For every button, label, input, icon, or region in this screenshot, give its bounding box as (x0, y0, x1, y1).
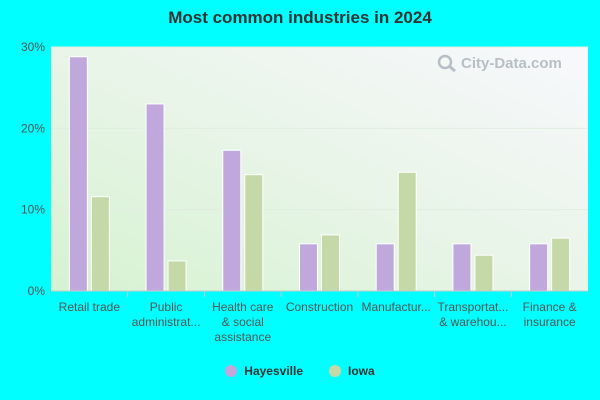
watermark-text: City-Data.com (461, 54, 562, 72)
legend-item-iowa: Iowa (329, 364, 375, 378)
bar-hayesville (145, 103, 165, 292)
bar-iowa (551, 237, 571, 292)
plot-background (51, 47, 588, 291)
bar-iowa (474, 254, 494, 292)
legend: Hayesville Iowa (0, 364, 600, 378)
bar-hayesville (299, 243, 318, 292)
x-category-label: Public administrat... (132, 300, 201, 329)
legend-swatch-hayesville (225, 365, 238, 377)
bar-iowa (167, 260, 187, 292)
bar-iowa (244, 174, 264, 292)
bar-iowa (90, 196, 110, 292)
legend-label-iowa: Iowa (348, 364, 375, 378)
y-tick-label: 30% (21, 40, 45, 54)
watermark: City-Data.com (437, 54, 562, 72)
chart-title: Most common industries in 2024 (168, 8, 432, 27)
x-category-label: Health care & social assistance (212, 300, 274, 344)
y-tick-label: 10% (21, 203, 45, 217)
legend-label-hayesville: Hayesville (244, 364, 304, 378)
bar-hayesville (452, 243, 472, 292)
legend-item-hayesville: Hayesville (225, 364, 303, 378)
x-category-label: Construction (286, 300, 353, 314)
x-category-label: Manufactur... (362, 300, 431, 314)
bar-hayesville (529, 243, 549, 292)
bar-hayesville (222, 149, 242, 292)
bar-iowa (397, 171, 417, 292)
magnifier-icon (437, 54, 456, 72)
legend-swatch-iowa (329, 365, 342, 377)
bar-iowa (321, 234, 340, 292)
y-tick-label: 20% (21, 121, 45, 135)
x-category-label: Retail trade (59, 300, 121, 314)
bar-hayesville (375, 243, 395, 292)
bar-hayesville (68, 56, 88, 292)
x-category-label: Finance & insurance (523, 300, 577, 329)
y-tick-label: 0% (28, 284, 46, 298)
x-category-label: Transportat... & warehou... (437, 300, 508, 329)
